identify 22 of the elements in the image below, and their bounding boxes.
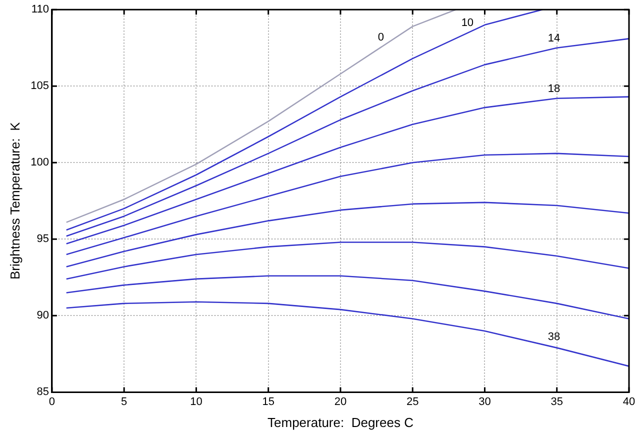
x-tick-label: 30 bbox=[478, 396, 491, 408]
x-axis-title: Temperature: Degrees C bbox=[268, 414, 414, 430]
y-axis-title: Brightness Temperature: K bbox=[7, 122, 22, 280]
y-tick-label: 85 bbox=[36, 386, 49, 398]
x-tick-label: 35 bbox=[550, 396, 563, 408]
series-label: 0 bbox=[378, 31, 384, 44]
y-tick-label: 95 bbox=[36, 233, 49, 246]
x-tick-label: 25 bbox=[406, 396, 419, 408]
x-tick-label: 15 bbox=[262, 396, 274, 408]
x-tick-label: 20 bbox=[334, 396, 347, 408]
y-tick-label: 90 bbox=[36, 310, 49, 322]
x-tick-label: 10 bbox=[190, 396, 202, 408]
series-label: 14 bbox=[548, 32, 560, 45]
x-tick-label: 40 bbox=[622, 396, 636, 408]
series-label: 18 bbox=[548, 82, 560, 95]
series-label: 38 bbox=[548, 331, 560, 344]
y-tick-label: 105 bbox=[30, 80, 49, 92]
series-label: 10 bbox=[461, 17, 474, 30]
x-tick-label: 5 bbox=[121, 396, 128, 408]
y-tick-label: 110 bbox=[31, 4, 49, 16]
x-tick-label: 0 bbox=[48, 396, 56, 408]
y-tick-label: 100 bbox=[30, 156, 49, 169]
